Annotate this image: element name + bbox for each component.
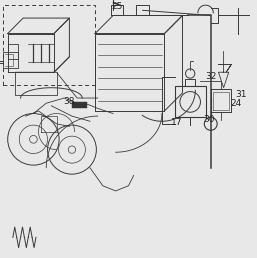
Text: 38: 38 — [63, 98, 75, 106]
Bar — [77, 102, 82, 108]
Text: 31: 31 — [235, 90, 247, 99]
Text: 32: 32 — [206, 72, 217, 80]
Bar — [72, 102, 77, 108]
Text: 25: 25 — [112, 2, 123, 11]
Bar — [3, 5, 95, 85]
Text: 30: 30 — [203, 116, 215, 124]
Text: 17: 17 — [171, 118, 182, 127]
Bar — [82, 102, 87, 108]
Text: 24: 24 — [230, 99, 241, 108]
